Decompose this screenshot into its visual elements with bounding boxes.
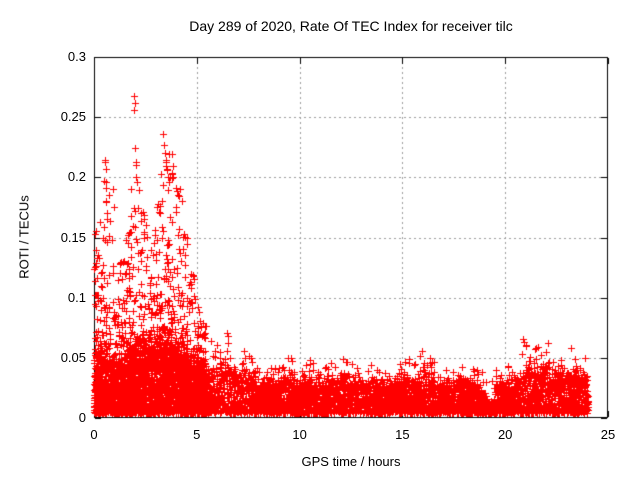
y-tick-label: 0.15 — [60, 229, 86, 245]
x-tick-label: 10 — [292, 427, 307, 442]
y-tick-label: 0.2 — [67, 169, 86, 185]
chart-title: Day 289 of 2020, Rate Of TEC Index for r… — [189, 18, 513, 34]
y-tick-label: 0.1 — [67, 289, 86, 305]
y-tick-label: 0.3 — [67, 49, 86, 64]
x-axis-label: GPS time / hours — [301, 454, 401, 469]
x-tick-label: 25 — [600, 427, 616, 442]
x-tick-label: 5 — [193, 427, 201, 442]
x-tick-label: 15 — [395, 427, 410, 442]
y-tick-label: 0.05 — [60, 349, 86, 365]
x-tick-label: 0 — [90, 427, 98, 442]
y-tick-label: 0 — [78, 410, 86, 425]
x-tick-label: 20 — [497, 427, 513, 442]
y-tick-label: 0.25 — [60, 109, 86, 125]
